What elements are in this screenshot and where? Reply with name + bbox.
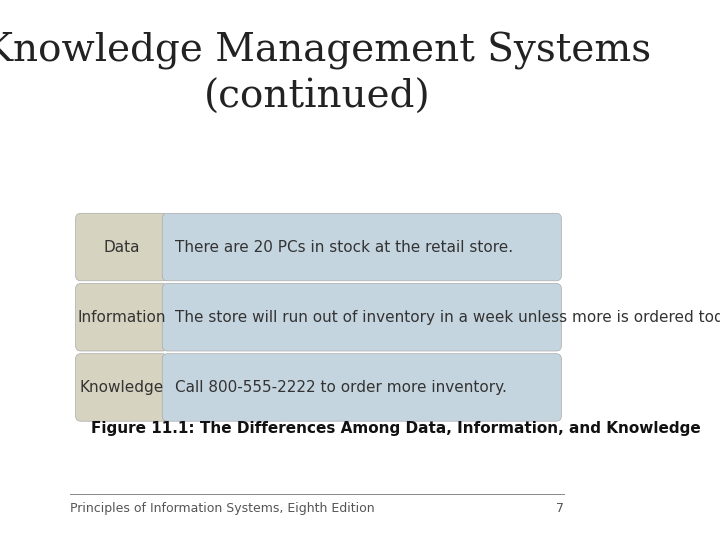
Text: There are 20 PCs in stock at the retail store.: There are 20 PCs in stock at the retail …	[176, 240, 513, 254]
Text: 7: 7	[556, 502, 564, 515]
Text: Knowledge: Knowledge	[79, 380, 163, 395]
FancyBboxPatch shape	[162, 284, 562, 351]
Text: Figure 11.1: The Differences Among Data, Information, and Knowledge: Figure 11.1: The Differences Among Data,…	[91, 421, 701, 436]
Text: Principles of Information Systems, Eighth Edition: Principles of Information Systems, Eight…	[71, 502, 375, 515]
FancyBboxPatch shape	[76, 284, 168, 351]
Text: Information: Information	[77, 310, 166, 325]
Text: Knowledge Management Systems
(continued): Knowledge Management Systems (continued)	[0, 32, 651, 116]
Text: The store will run out of inventory in a week unless more is ordered today.: The store will run out of inventory in a…	[176, 310, 720, 325]
FancyBboxPatch shape	[162, 354, 562, 421]
FancyBboxPatch shape	[76, 213, 168, 281]
FancyBboxPatch shape	[162, 213, 562, 281]
Text: Call 800-555-2222 to order more inventory.: Call 800-555-2222 to order more inventor…	[176, 380, 507, 395]
Text: Data: Data	[103, 240, 140, 254]
FancyBboxPatch shape	[76, 354, 168, 421]
